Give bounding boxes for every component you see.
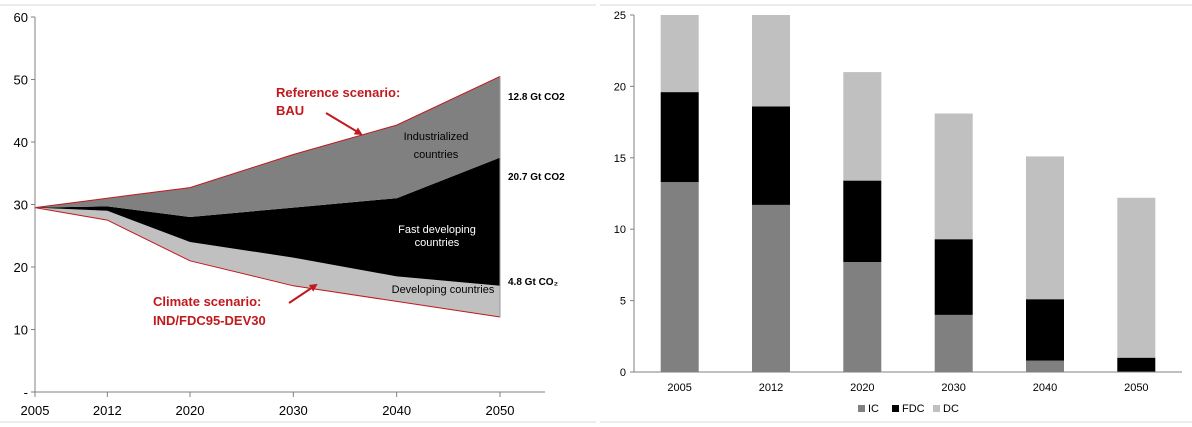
x-tick-label: 2005 — [21, 403, 50, 418]
y-tick-label: 5 — [620, 296, 626, 308]
legend-label-ic: IC — [868, 403, 879, 415]
legend-label-dc: DC — [943, 403, 959, 415]
gap-label-ic: 12.8 Gt CO2 — [508, 92, 565, 103]
y-tick-label: 20 — [614, 81, 626, 93]
bar-dc-2030 — [934, 113, 973, 240]
reference-scenario-label: Reference scenario: — [276, 85, 400, 100]
bar-dc-2020 — [843, 72, 882, 181]
x-tick-label: 2050 — [486, 403, 515, 418]
x-tick-label: 2040 — [382, 403, 411, 418]
legend-swatch-dc — [933, 405, 940, 412]
bar-ic-2020 — [843, 262, 882, 372]
y-tick-label: 60 — [14, 10, 28, 25]
bar-ic-2040 — [1026, 360, 1064, 372]
x-tick-label: 2030 — [941, 382, 965, 394]
y-tick-label: 0 — [620, 367, 626, 379]
dc-band-label: Developing countries — [392, 284, 495, 296]
gap-label-fdc: 20.7 Gt CO2 — [508, 172, 565, 183]
y-tick-label: 25 — [614, 10, 626, 22]
area-band-3 — [35, 76, 500, 218]
climate-scenario-sublabel: IND/FDC95-DEV30 — [153, 313, 266, 328]
bar-fdc-2030 — [934, 239, 973, 315]
area-band-2 — [35, 157, 500, 286]
x-tick-label: 2040 — [1033, 382, 1057, 394]
bar-fdc-2020 — [843, 180, 882, 262]
area-band-1 — [35, 207, 500, 317]
y-tick-label: 10 — [14, 323, 28, 338]
x-tick-label: 2020 — [850, 382, 874, 394]
y-tick-label: 30 — [14, 198, 28, 213]
legend-label-fdc: FDC — [902, 403, 925, 415]
x-tick-label: 2005 — [667, 382, 691, 394]
x-tick-label: 2012 — [759, 382, 783, 394]
x-tick-label: 2020 — [176, 403, 205, 418]
x-tick-label: 2050 — [1124, 382, 1148, 394]
reference-scenario-sublabel: BAU — [276, 103, 304, 118]
stacked-bar-chart: 2005 2012 2020 2030 2040 2050 0 5 10 15 20 25 IC FDC D… — [600, 4, 1192, 423]
bar-fdc-2050 — [1117, 357, 1156, 372]
y-tick-label: 40 — [14, 135, 28, 150]
y-tick-label: 10 — [614, 224, 626, 236]
bar-dc-2005 — [660, 15, 699, 93]
bar-fdc-2040 — [1026, 299, 1064, 361]
x-tick-label: 2012 — [93, 403, 122, 418]
ic-band-label: Industrialized — [404, 131, 469, 143]
fdc-band-label-2: countries — [415, 237, 460, 249]
fdc-band-label: Fast developing — [398, 224, 476, 236]
y-tick-label: 20 — [14, 260, 28, 275]
bar-fdc-2005 — [660, 92, 699, 183]
bar-fdc-2012 — [752, 106, 790, 205]
y-tick-label: 50 — [14, 73, 28, 88]
legend-swatch-ic — [858, 405, 865, 412]
legend-swatch-fdc — [892, 405, 899, 412]
bau-line — [34, 75, 501, 209]
reference-arrow — [325, 112, 363, 136]
bar-ic-2005 — [660, 182, 699, 372]
bar-dc-2050 — [1117, 197, 1156, 358]
climate-arrow — [288, 283, 318, 304]
gap-label-dc: 4.8 Gt CO₂ — [508, 277, 558, 288]
y-tick-label: 15 — [614, 153, 626, 165]
bar-ic-2030 — [934, 314, 973, 372]
bar-dc-2012 — [752, 15, 790, 107]
climate-scenario-label: Climate scenario: — [153, 294, 261, 309]
x-tick-label: 2030 — [279, 403, 308, 418]
bar-dc-2040 — [1026, 156, 1064, 300]
climate-line — [34, 207, 501, 318]
bar-ic-2012 — [752, 204, 790, 372]
ic-band-label-2: countries — [414, 149, 459, 161]
y-tick-label: - — [24, 385, 28, 400]
